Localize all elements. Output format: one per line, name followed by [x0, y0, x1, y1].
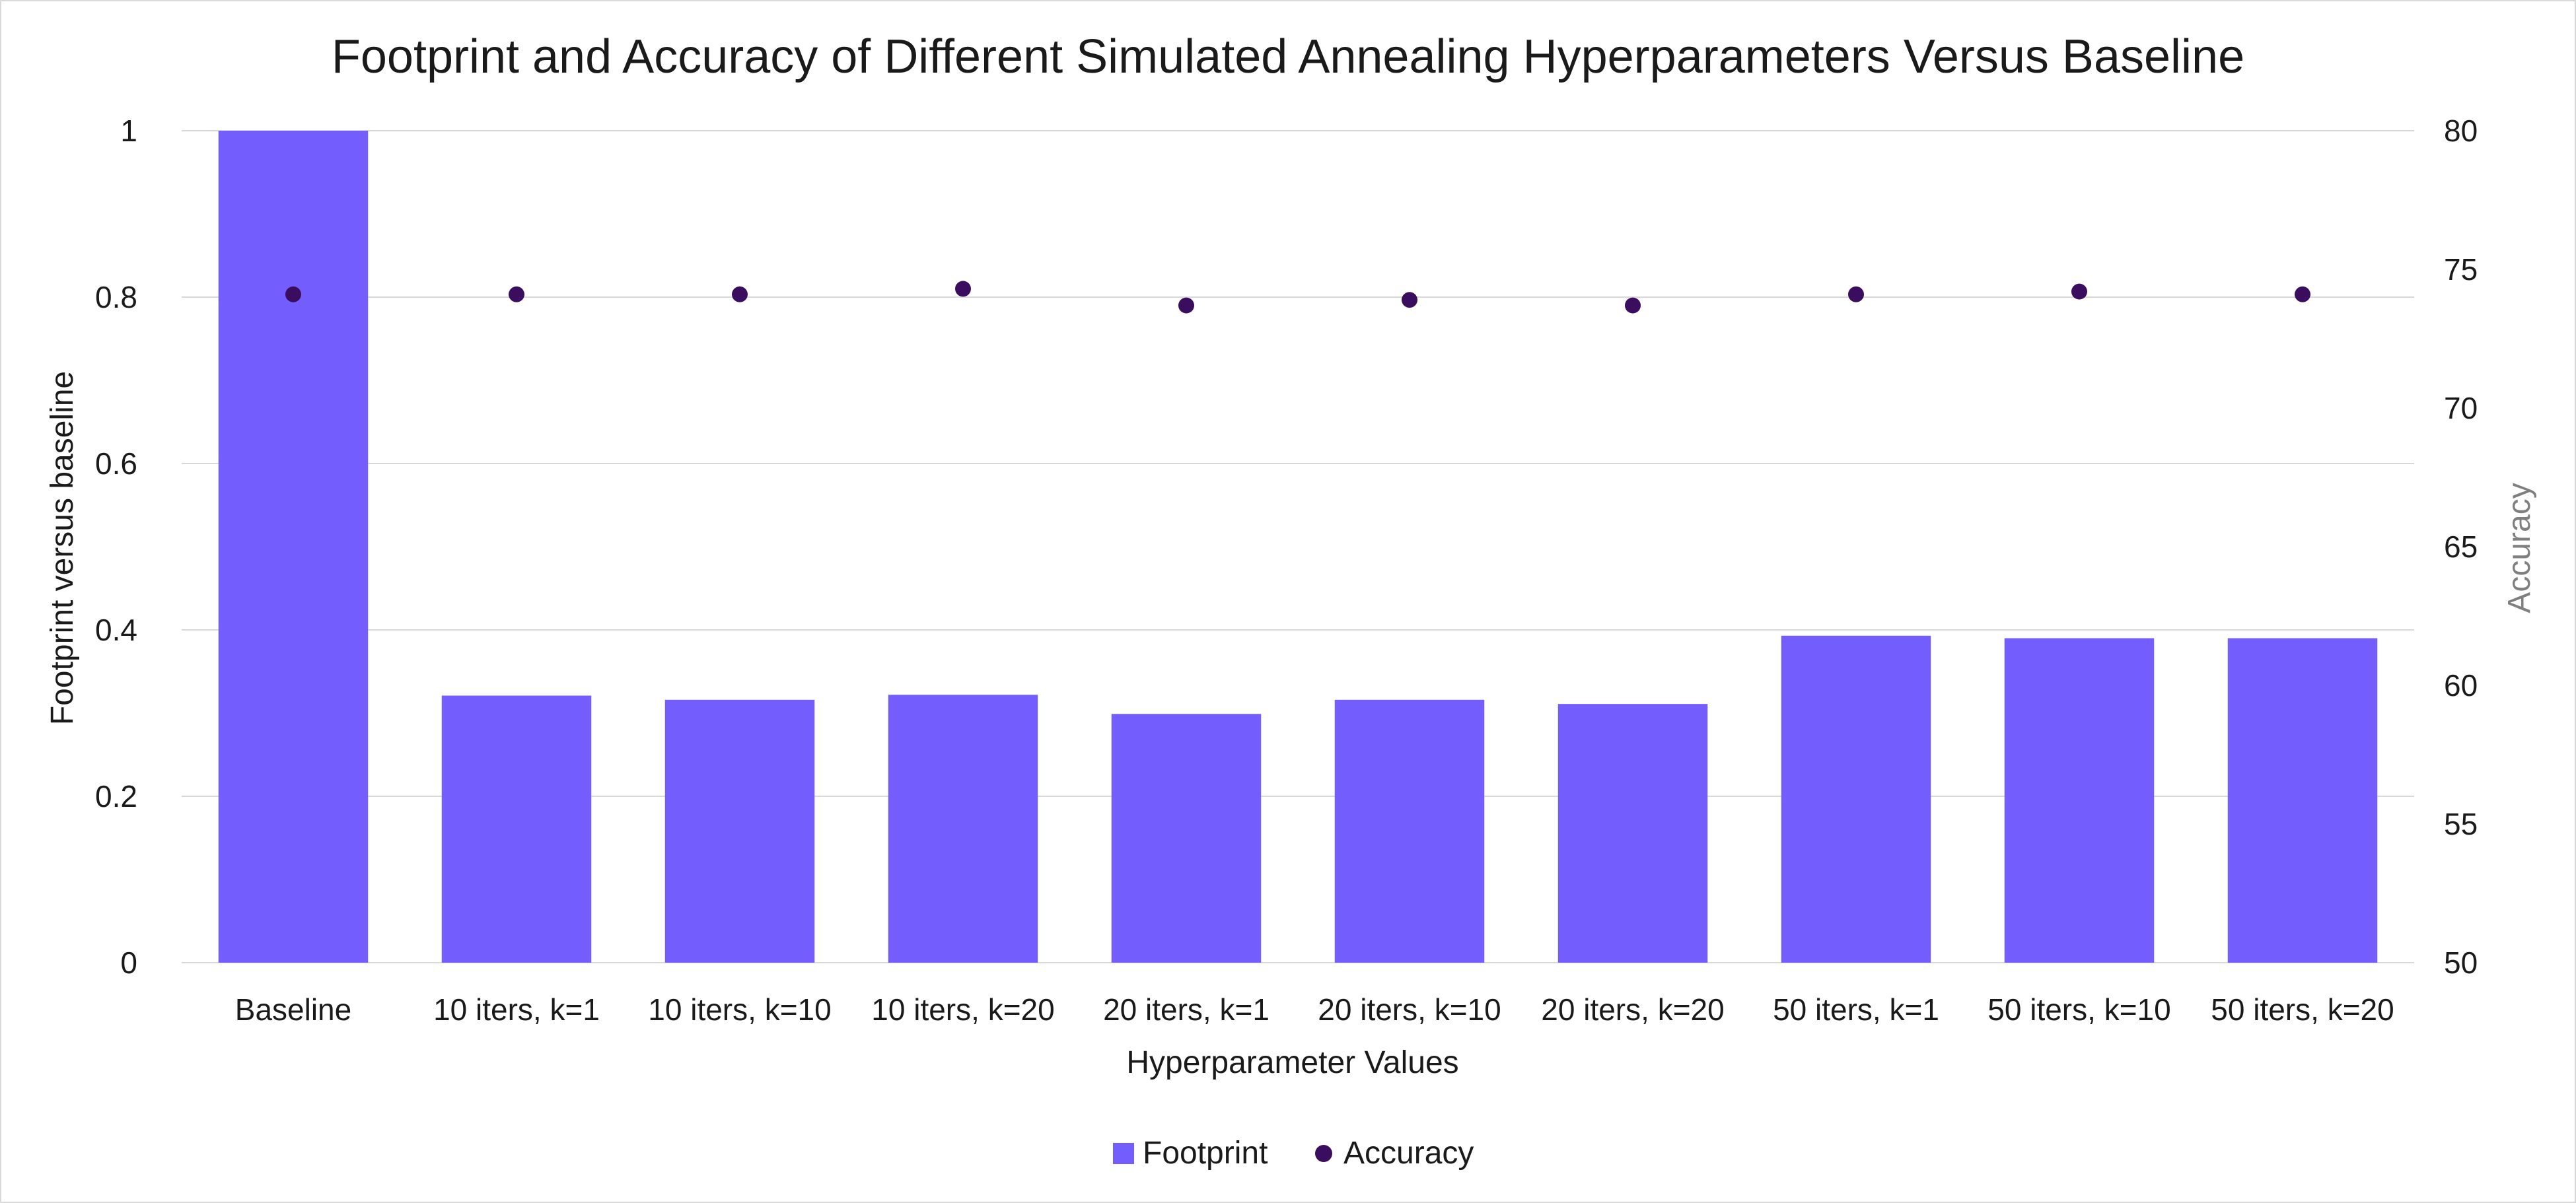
accuracy-point: [1402, 292, 1417, 308]
x-tick-label: 20 iters, k=10: [1318, 992, 1501, 1027]
y2-tick-label: 55: [2444, 807, 2478, 841]
y-axis-right-ticks: 50 55 60 65 70 75 80: [2444, 114, 2478, 980]
y-tick-label: 0: [120, 945, 137, 980]
y-axis-title: Footprint versus baseline: [45, 371, 80, 725]
x-tick-label: 50 iters, k=20: [2211, 992, 2394, 1027]
y-tick-label: 0.4: [95, 613, 137, 647]
x-tick-label: 50 iters, k=10: [1987, 992, 2170, 1027]
x-tick-label: 10 iters, k=10: [648, 992, 831, 1027]
y-tick-label: 1: [120, 114, 137, 148]
accuracy-point: [509, 286, 524, 302]
chart-title: Footprint and Accuracy of Different Simu…: [332, 30, 2244, 83]
y-tick-label: 0.8: [95, 280, 137, 314]
footprint-bar: [1111, 714, 1262, 963]
x-tick-label: 20 iters, k=1: [1103, 992, 1270, 1027]
x-axis-ticks: Baseline 10 iters, k=1 10 iters, k=10 10 it…: [235, 992, 2394, 1027]
x-axis-title: Hyperparameter Values: [1126, 1045, 1458, 1080]
footprint-bar: [1334, 699, 1485, 963]
footprint-bars: [218, 131, 2378, 963]
footprint-bar: [1781, 635, 1931, 963]
footprint-bar: [441, 695, 592, 963]
legend-swatch-accuracy: [1315, 1145, 1332, 1162]
footprint-bar: [218, 131, 369, 963]
legend-label-footprint: Footprint: [1143, 1136, 1268, 1171]
x-tick-label: 10 iters, k=20: [871, 992, 1054, 1027]
x-tick-label: 50 iters, k=1: [1773, 992, 1939, 1027]
footprint-bar: [2004, 638, 2155, 963]
x-tick-label: 10 iters, k=1: [433, 992, 600, 1027]
footprint-bar: [888, 695, 1038, 963]
y-tick-label: 0.6: [95, 446, 137, 481]
y2-tick-label: 50: [2444, 945, 2478, 980]
footprint-bar: [2227, 638, 2378, 963]
legend-swatch-footprint: [1113, 1143, 1134, 1164]
accuracy-point: [1178, 297, 1194, 314]
accuracy-point: [1625, 297, 1641, 314]
y2-tick-label: 65: [2444, 530, 2478, 564]
x-tick-label: 20 iters, k=20: [1541, 992, 1724, 1027]
accuracy-point: [2071, 283, 2087, 300]
accuracy-point: [955, 281, 971, 297]
legend-label-accuracy: Accuracy: [1343, 1136, 1474, 1171]
y2-tick-label: 60: [2444, 668, 2478, 703]
y2-tick-label: 75: [2444, 252, 2478, 287]
x-tick-label: Baseline: [235, 992, 351, 1027]
y2-axis-title: Accuracy: [2502, 483, 2537, 613]
accuracy-point: [285, 286, 301, 302]
footprint-bar: [1557, 704, 1708, 963]
accuracy-point: [1848, 286, 1864, 302]
y-axis-left-ticks: 0 0.2 0.4 0.6 0.8 1: [95, 114, 137, 980]
accuracy-point: [2295, 286, 2310, 302]
y2-tick-label: 70: [2444, 391, 2478, 425]
accuracy-points: [285, 281, 2310, 314]
accuracy-point: [732, 286, 748, 302]
legend: Footprint Accuracy: [1113, 1136, 1474, 1171]
y2-tick-label: 80: [2444, 114, 2478, 148]
footprint-bar: [664, 699, 815, 963]
y-tick-label: 0.2: [95, 779, 137, 813]
